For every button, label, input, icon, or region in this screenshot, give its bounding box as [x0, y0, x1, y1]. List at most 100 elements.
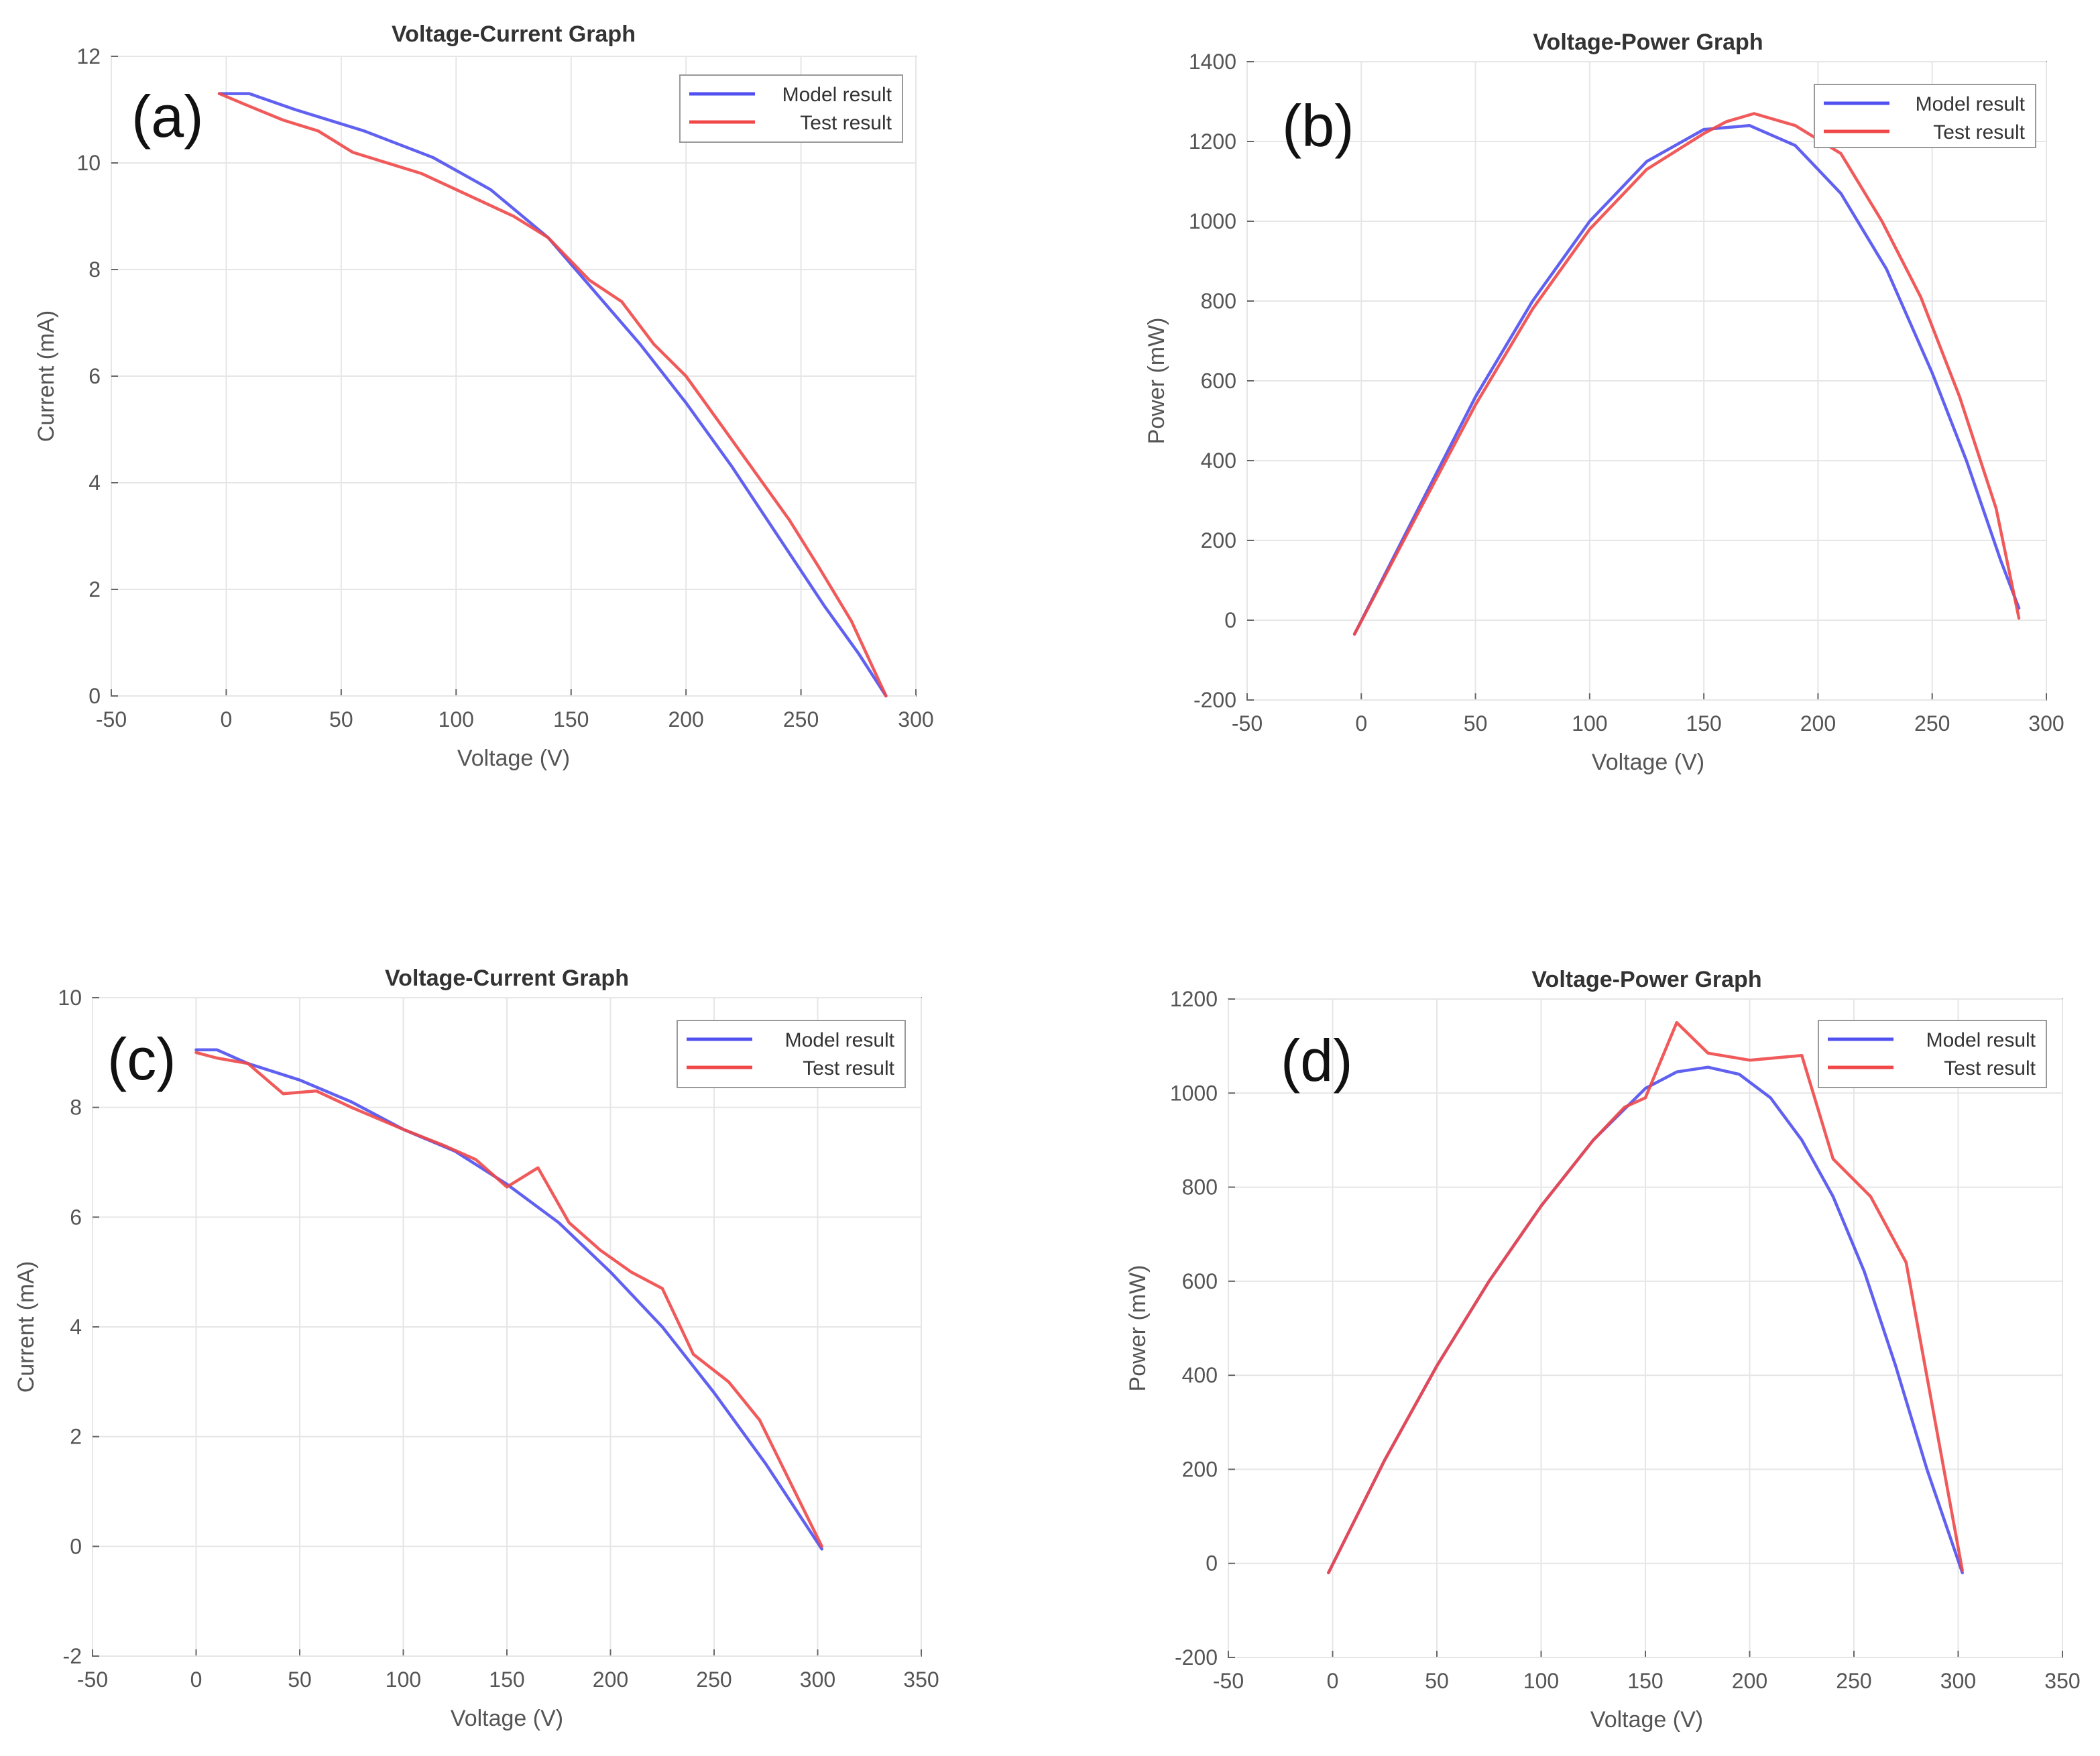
x-tick-label: 150 — [1686, 711, 1721, 736]
x-axis-label: Voltage (V) — [1592, 750, 1704, 775]
y-tick-label: -200 — [1175, 1645, 1218, 1670]
gridlines — [111, 56, 917, 697]
y-tick-label: -200 — [1193, 688, 1236, 712]
y-tick-label: 0 — [1224, 608, 1236, 632]
legend: Model result Test result — [1818, 1020, 2047, 1088]
x-tick-label: -50 — [96, 707, 127, 731]
chart-title: Voltage-Current Graph — [392, 21, 636, 47]
x-tick-label: 300 — [2028, 711, 2064, 736]
chart-panel-c: Voltage-Current Graph -50 0 50 100 150 200 250… — [13, 965, 939, 1731]
chart-title: Voltage-Power Graph — [1531, 967, 1761, 992]
x-tick-label: 150 — [553, 707, 589, 731]
series-line-test-result — [217, 92, 888, 698]
x-axis-label: Voltage (V) — [451, 1706, 563, 1731]
y-tick-label: 6 — [89, 364, 101, 388]
x-axis-label: Voltage (V) — [1590, 1707, 1703, 1733]
panel-label: (a) — [131, 83, 204, 150]
legend-label-model-result: Model result — [782, 84, 892, 106]
gridlines — [1228, 998, 2063, 1658]
y-tick-label: 6 — [70, 1205, 82, 1229]
x-tick-label: 0 — [1327, 1669, 1339, 1693]
y-tick-label: 600 — [1201, 369, 1236, 393]
panel-label: (b) — [1282, 93, 1354, 159]
series-line-test-result — [194, 1051, 823, 1548]
y-tick-label: 200 — [1201, 528, 1236, 552]
x-tick-label: 100 — [1523, 1669, 1559, 1693]
tick-labels: -50 0 50 100 150 200 250 300 350 -2 0 2 4 6 8 10 — [58, 986, 939, 1692]
chart-title: Voltage-Power Graph — [1533, 30, 1763, 55]
x-tick-label: 100 — [386, 1667, 421, 1692]
y-tick-label: 1400 — [1189, 50, 1236, 74]
x-tick-label: 150 — [489, 1667, 524, 1692]
series-line-model-result — [1352, 123, 2021, 636]
y-axis-label: Power (mW) — [1144, 318, 1169, 445]
y-tick-label: 10 — [76, 151, 101, 175]
legend: Model result Test result — [677, 1020, 906, 1088]
y-tick-label: 10 — [58, 986, 82, 1010]
x-axis-label: Voltage (V) — [457, 746, 570, 771]
y-axis-label: Current (mA) — [13, 1261, 39, 1393]
series-layer — [1327, 1020, 1964, 1574]
chart-panel-b: Voltage-Power Graph -50 0 50 100 150 200 250 30… — [1144, 30, 2064, 775]
series-layer — [194, 1048, 823, 1551]
y-tick-label: 1000 — [1189, 209, 1236, 233]
y-tick-label: 800 — [1182, 1175, 1218, 1199]
panel-label: (d) — [1281, 1027, 1353, 1094]
y-tick-label: 4 — [70, 1315, 82, 1339]
legend-box — [1814, 84, 2036, 148]
gridlines — [1246, 61, 2047, 701]
series-layer — [1352, 112, 2021, 636]
series-layer — [217, 92, 888, 698]
x-tick-label: 300 — [898, 707, 933, 731]
legend-label-model-result: Model result — [1926, 1029, 2036, 1051]
x-tick-label: 300 — [800, 1667, 835, 1692]
series-line-test-result — [1352, 112, 2021, 636]
y-tick-label: 400 — [1201, 449, 1236, 473]
series-line-model-result — [217, 92, 888, 698]
x-tick-label: -50 — [77, 1667, 108, 1692]
x-tick-label: -50 — [1232, 711, 1263, 736]
x-tick-label: 200 — [1800, 711, 1836, 736]
x-tick-label: 100 — [439, 707, 474, 731]
x-tick-label: 150 — [1627, 1669, 1663, 1693]
x-tick-label: 50 — [329, 707, 353, 731]
x-tick-label: 200 — [593, 1667, 628, 1692]
y-tick-label: -2 — [63, 1644, 82, 1668]
x-tick-label: 0 — [190, 1667, 202, 1692]
y-tick-label: 1000 — [1170, 1081, 1218, 1105]
x-tick-label: 300 — [1940, 1669, 1976, 1693]
legend-label-model-result: Model result — [785, 1029, 895, 1051]
x-tick-label: 250 — [1914, 711, 1950, 736]
tick-labels: -50 0 50 100 150 200 250 300 -200 0 200 400 600 800 10… — [1189, 50, 2064, 736]
x-tick-label: 0 — [221, 707, 233, 731]
x-tick-label: 200 — [668, 707, 703, 731]
y-tick-label: 0 — [1206, 1552, 1218, 1576]
y-tick-label: 8 — [70, 1096, 82, 1120]
x-tick-label: -50 — [1213, 1669, 1244, 1693]
legend-label-test-result: Test result — [1944, 1057, 2036, 1079]
x-tick-label: 100 — [1572, 711, 1607, 736]
x-tick-label: 250 — [783, 707, 819, 731]
chart-panel-d: Voltage-Power Graph -50 0 50 100 150 200 250 30… — [1125, 967, 2081, 1733]
y-tick-label: 200 — [1182, 1457, 1218, 1481]
legend-label-test-result: Test result — [803, 1057, 894, 1079]
legend-box — [677, 1020, 906, 1088]
x-tick-label: 200 — [1732, 1669, 1767, 1693]
y-axis-label: Current (mA) — [34, 310, 59, 442]
x-tick-label: 250 — [1836, 1669, 1871, 1693]
tick-labels: -50 0 50 100 150 200 250 300 350 -200 0 200 400 600 80… — [1170, 987, 2081, 1693]
y-tick-label: 600 — [1182, 1269, 1218, 1293]
y-tick-label: 2 — [70, 1425, 82, 1449]
legend-box — [679, 74, 903, 143]
y-tick-label: 800 — [1201, 289, 1236, 313]
legend-label-test-result: Test result — [800, 112, 892, 134]
x-tick-label: 350 — [903, 1667, 939, 1692]
gridlines — [92, 997, 922, 1657]
y-tick-label: 1200 — [1189, 129, 1236, 154]
legend-label-test-result: Test result — [1933, 121, 2025, 143]
y-tick-label: 8 — [89, 257, 101, 282]
x-tick-label: 250 — [696, 1667, 732, 1692]
y-axis-label: Power (mW) — [1125, 1265, 1151, 1392]
